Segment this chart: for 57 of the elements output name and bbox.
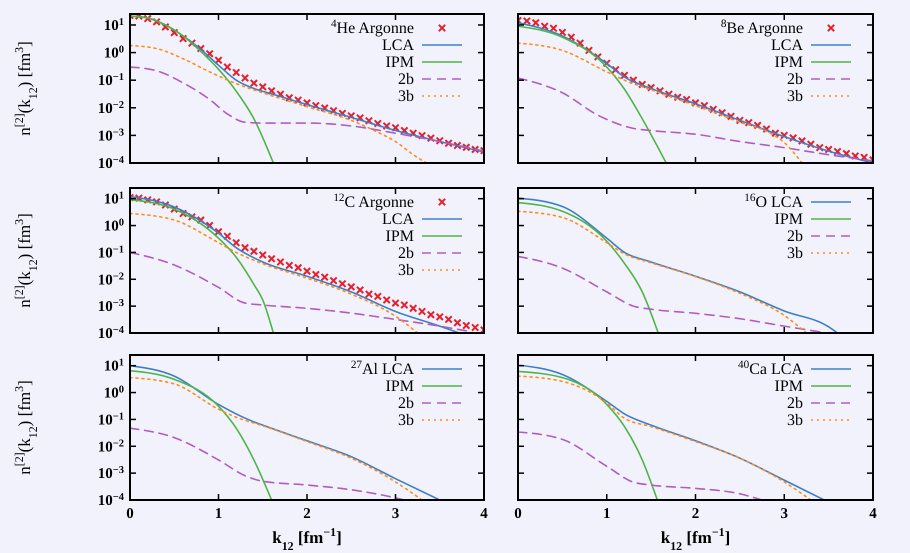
legend-label: 3b xyxy=(787,245,803,262)
legend-label: 3b xyxy=(787,412,803,429)
legend-label: $^{4}$He Argonne xyxy=(330,18,414,37)
x-tick-label: 1 xyxy=(214,506,222,522)
legend-label: 3b xyxy=(398,88,414,105)
legend-label: 2b xyxy=(787,71,803,88)
legend-label: 3b xyxy=(398,262,414,279)
y-tick-label: 10$^{0}$ xyxy=(104,217,124,235)
legend-label: $^{40}$Ca LCA xyxy=(738,359,804,378)
y-tick-label: 10$^{−1}$ xyxy=(98,244,124,262)
legend-label: LCA xyxy=(771,37,804,54)
x-axis-title: k$_{12}$ [fm$^{−1}$] xyxy=(660,525,730,553)
legend-label: 2b xyxy=(398,395,414,412)
legend-label: IPM xyxy=(386,54,414,71)
y-tick-label: 10$^{−2}$ xyxy=(98,99,124,117)
y-tick-label: 10$^{0}$ xyxy=(104,384,124,402)
x-tick-label: 4 xyxy=(480,506,488,522)
legend-label: $^{8}$Be Argonne xyxy=(720,18,803,37)
y-tick-label: 10$^{−2}$ xyxy=(98,438,124,456)
y-tick-label: 10$^{1}$ xyxy=(104,357,124,375)
x-tick-label: 3 xyxy=(392,506,400,522)
x-tick-label: 2 xyxy=(692,506,700,522)
legend-label: $^{27}$Al LCA xyxy=(350,359,414,378)
legend-label: 2b xyxy=(398,71,414,88)
y-tick-label: 10$^{−4}$ xyxy=(98,492,125,509)
x-tick-label: 2 xyxy=(303,506,311,522)
legend-label: LCA xyxy=(382,37,414,54)
y-tick-label: 10$^{1}$ xyxy=(104,16,124,34)
y-tick-label: 10$^{−3}$ xyxy=(98,464,124,482)
y-tick-label: 10$^{−1}$ xyxy=(98,410,124,428)
x-tick-label: 3 xyxy=(780,506,788,522)
legend-label: $^{16}$O LCA xyxy=(744,192,804,211)
x-axis-title: k$_{12}$ [fm$^{−1}$] xyxy=(272,525,342,553)
y-tick-label: 10$^{−3}$ xyxy=(98,126,124,144)
legend-label: IPM xyxy=(774,211,803,228)
legend-label: IPM xyxy=(774,378,803,395)
x-tick-label: 1 xyxy=(603,506,610,522)
y-tick-label: 10$^{−3}$ xyxy=(98,298,124,316)
x-tick-label: 4 xyxy=(869,506,878,522)
x-tick-label: 0 xyxy=(126,506,134,522)
y-tick-label: 10$^{−4}$ xyxy=(98,324,125,342)
y-tick-label: 10$^{−1}$ xyxy=(98,72,124,90)
legend-label: 2b xyxy=(787,228,803,245)
legend-label: 3b xyxy=(787,88,803,105)
legend-label: 2b xyxy=(787,395,803,412)
y-tick-label: 10$^{−4}$ xyxy=(98,154,125,172)
legend-label: 2b xyxy=(398,245,414,262)
y-tick-label: 10$^{−2}$ xyxy=(98,270,124,288)
x-tick-label: 0 xyxy=(514,506,522,522)
legend-label: 3b xyxy=(398,412,414,429)
legend-label: IPM xyxy=(386,228,414,245)
y-tick-label: 10$^{0}$ xyxy=(104,44,124,62)
legend-label: $^{12}$C Argonne xyxy=(333,192,414,211)
y-tick-label: 10$^{1}$ xyxy=(104,190,124,208)
legend-label: LCA xyxy=(382,211,414,228)
legend-label: IPM xyxy=(386,378,414,395)
legend-label: IPM xyxy=(774,54,803,71)
